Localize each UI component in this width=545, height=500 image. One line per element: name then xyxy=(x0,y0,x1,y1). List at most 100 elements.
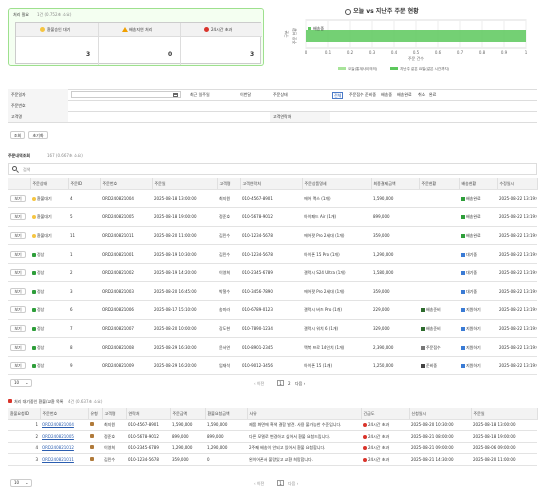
table-row[interactable]: 보기 환불대기 5 ORD240821005 2025-08-18 19:00:00 정준… xyxy=(8,207,537,227)
orders-col-header[interactable]: 배송현황 xyxy=(459,178,498,190)
orders-header-row: 주문상태 주문ID 주문번호 주문일 고객명 고객연락처 주문상품명세 최종결제금액 주문현황 배… xyxy=(8,178,538,190)
refunds-col-header[interactable]: 고객명 xyxy=(102,408,127,420)
orders-col-header[interactable]: 최종결제금액 xyxy=(371,178,420,190)
refunds-col-header[interactable]: 신청일시 xyxy=(409,408,472,420)
refunds-col-header[interactable]: 사유 xyxy=(247,408,362,420)
status-tab[interactable]: 전체 xyxy=(332,92,344,99)
order-link[interactable]: ORD240821004 xyxy=(42,422,74,428)
urgency-text: 24시간 초과 xyxy=(368,456,390,462)
summary-card-value: 0 xyxy=(168,51,173,58)
refunds-col-header[interactable]: 주문일 xyxy=(471,408,538,420)
view-button[interactable]: 보기 xyxy=(10,287,26,295)
status-tab[interactable]: 완료 xyxy=(429,92,437,97)
table-row[interactable]: 보기 정상 9 ORD240821009 2025-08-29 16:20:00 임재석 0… xyxy=(8,356,537,376)
refunds-col-header[interactable]: 유형 xyxy=(88,408,103,420)
delivery-status-icon xyxy=(461,252,465,257)
table-row[interactable]: 보기 정상 6 ORD240821006 2025-08-17 15:10:00 송미라 0… xyxy=(8,300,537,320)
status-tab[interactable]: 배송중 xyxy=(381,92,393,97)
summary-title: 처리 필요 xyxy=(13,12,29,17)
recent-week-button[interactable]: 최근 일주일 xyxy=(190,92,210,97)
table-row[interactable]: 보기 정상 8 ORD240821008 2025-08-29 16:30:00 윤서연 0… xyxy=(8,337,537,357)
refunds-col-header[interactable]: 주문번호 xyxy=(40,408,89,420)
red-circle-icon xyxy=(363,457,367,462)
table-row[interactable]: 3 ORD240821011 김민수 010-1234-5678 359,000 0 왼이어… xyxy=(8,453,537,466)
orders-col-header[interactable]: 주문ID xyxy=(68,178,101,190)
order-no-input[interactable] xyxy=(71,102,537,109)
view-button[interactable]: 보기 xyxy=(10,362,26,370)
order-link[interactable]: ORD240821005 xyxy=(42,433,74,439)
table-row[interactable]: 보기 환불대기 4 ORD240821004 2025-08-18 13:00:00 최지… xyxy=(8,189,537,209)
orders-prev[interactable]: ‹ 이전 xyxy=(254,381,265,386)
table-row[interactable]: 보기 정상 3 ORD240821003 2025-08-20 16:45:00 박철수 0… xyxy=(8,281,537,302)
date-input[interactable] xyxy=(71,91,181,98)
orders-col-header[interactable]: 주문번호 xyxy=(100,178,153,190)
orders-page-2[interactable]: 2 xyxy=(288,381,291,386)
legend-swatch xyxy=(390,67,398,70)
calendar-icon[interactable] xyxy=(173,93,178,97)
cell-amt: 1,290,000 xyxy=(373,251,394,257)
orders-search[interactable]: 검색 xyxy=(8,163,537,175)
table-row[interactable]: 보기 정상 7 ORD240821007 2025-08-20 10:00:00 강도현 0… xyxy=(8,319,537,339)
refunds-next[interactable]: 다음 › xyxy=(288,481,299,486)
view-button[interactable]: 보기 xyxy=(10,213,26,221)
x-tick-label: 0.3 xyxy=(369,50,376,55)
status-tab[interactable]: 취소 xyxy=(418,92,426,97)
chart-title: 오늘 vs 지난주 주문 현황 xyxy=(345,8,419,15)
reset-button[interactable]: 초기화 xyxy=(28,131,48,139)
cell-id: 1 xyxy=(70,251,73,257)
order-link[interactable]: ORD240821012 xyxy=(42,445,74,451)
orders-col-header[interactable]: 주문상품명세 xyxy=(302,178,372,190)
cell-ramt: 899,000 xyxy=(207,433,224,439)
table-row[interactable]: 2 ORD240821005 정준호 010-5678-9012 899,000 899,… xyxy=(8,430,537,443)
refunds-prev[interactable]: ‹ 이전 xyxy=(254,481,265,486)
orders-next[interactable]: 다음 › xyxy=(295,381,306,386)
view-button[interactable]: 보기 xyxy=(10,194,26,202)
view-button[interactable]: 보기 xyxy=(10,324,26,332)
cell-dt: 2025-08-17 15:10:00 xyxy=(154,307,197,313)
cell-ph: 010-3456-7890 xyxy=(242,288,273,294)
check-box-icon xyxy=(32,364,36,369)
refunds-col-header[interactable]: 연락처 xyxy=(126,408,171,420)
table-row[interactable]: 보기 정상 2 ORD240821002 2025-08-19 14:20:00 이영희 0… xyxy=(8,263,537,283)
orders-page-size[interactable]: 10 ⌄ xyxy=(10,379,32,387)
table-row[interactable]: 보기 정상 1 ORD240821001 2025-08-19 10:30:00 김민수 0… xyxy=(8,244,537,264)
status-tab[interactable]: 준비중 xyxy=(365,92,377,97)
view-button[interactable]: 보기 xyxy=(10,269,26,277)
refunds-col-header[interactable]: 주문금액 xyxy=(170,408,206,420)
orders-col-header[interactable]: 수정일시 xyxy=(497,178,538,190)
orders-col-header[interactable]: 고객명 xyxy=(217,178,241,190)
orders-page-1[interactable]: 1 xyxy=(277,380,284,386)
view-button[interactable]: 보기 xyxy=(10,343,26,351)
search-button[interactable]: 조회 xyxy=(10,131,25,139)
customer-phone-input[interactable] xyxy=(334,113,534,120)
status-tab[interactable]: 주문접수 xyxy=(349,92,364,97)
refunds-col-header[interactable]: 환불요청금액 xyxy=(205,408,248,420)
this-month-button[interactable]: 이번달 xyxy=(240,92,252,97)
table-row[interactable]: 4 ORD240821012 이영희 010-2345-6789 1,290,000 1,… xyxy=(8,442,537,454)
series-bar xyxy=(306,30,526,42)
refunds-col-header[interactable]: 환불요청ID xyxy=(8,408,41,420)
table-row[interactable]: 1 ORD240821004 최지원 010-4567-8901 1,590,000 1,… xyxy=(8,419,537,431)
refunds-col-header[interactable]: 긴급도 xyxy=(361,408,410,420)
orders-col-header[interactable]: 주문상태 xyxy=(30,178,69,190)
cell-item: 갤럭시 S24 Ultra (1개) xyxy=(304,270,346,276)
orders-col-header[interactable] xyxy=(8,178,31,190)
order-link[interactable]: ORD240821011 xyxy=(42,456,74,462)
refunds-page-size[interactable]: 10 ⌄ xyxy=(10,479,32,487)
cell-id: 4 xyxy=(35,445,38,451)
cell-id: 11 xyxy=(70,232,76,238)
view-button[interactable]: 보기 xyxy=(10,250,26,258)
cell-amt: 1,250,000 xyxy=(373,363,394,369)
view-button[interactable]: 보기 xyxy=(10,306,26,314)
orders-col-header[interactable]: 주문일 xyxy=(152,178,218,190)
status-tab[interactable]: 배송완료 xyxy=(397,92,412,97)
orders-col-header[interactable]: 고객연락처 xyxy=(240,178,303,190)
table-row[interactable]: 보기 환불대기 11 ORD240821011 2025-08-20 11:00:00 김… xyxy=(8,226,537,246)
customer-input[interactable] xyxy=(71,113,271,120)
check-box-icon xyxy=(32,345,36,350)
cell-nm: 강도현 xyxy=(219,325,231,331)
search-icon xyxy=(12,166,17,171)
refunds-page-1[interactable]: 1 xyxy=(277,480,284,486)
view-button[interactable]: 보기 xyxy=(10,231,26,239)
orders-col-header[interactable]: 주문현황 xyxy=(419,178,460,190)
